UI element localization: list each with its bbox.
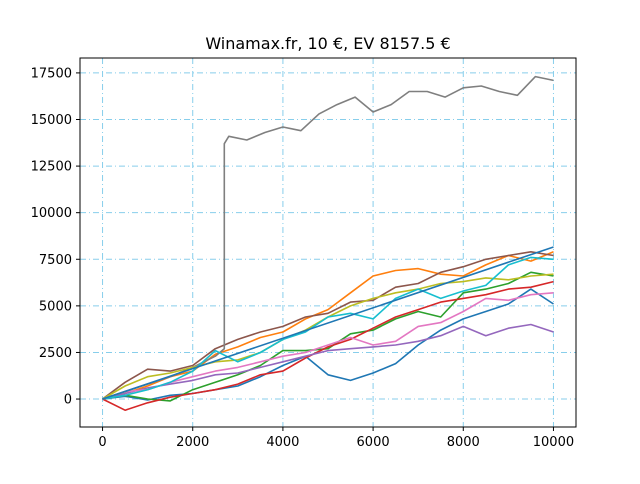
x-tick-label-2: 4000	[266, 435, 299, 450]
series-line-2	[102, 271, 554, 402]
series-line-4	[102, 323, 554, 400]
series-lines	[102, 75, 554, 412]
y-axis-ticks: 0 2500 5000 7500 10000 12500 15000 17500	[31, 66, 80, 408]
y-tick-label-1: 2500	[39, 346, 72, 361]
series-line-10	[102, 246, 554, 400]
y-tick-label-5: 12500	[31, 160, 72, 175]
y-tick-label-3: 7500	[39, 253, 72, 268]
chart-title: Winamax.fr, 10 €, EV 8157.5 €	[205, 34, 450, 53]
x-tick-label-0: 0	[98, 435, 106, 450]
x-tick-label-5: 10000	[533, 435, 574, 450]
series-line-6	[102, 292, 554, 400]
series-line-5	[102, 251, 554, 400]
series-line-3	[102, 280, 554, 412]
x-tick-label-4: 8000	[447, 435, 480, 450]
series-line-0	[102, 288, 554, 401]
series-line-9	[102, 256, 554, 400]
y-tick-label-7: 17500	[31, 66, 72, 81]
y-tick-label-6: 15000	[31, 113, 72, 128]
x-axis-ticks: 0 2000 4000 6000 8000 10000	[98, 427, 574, 450]
x-tick-label-3: 6000	[357, 435, 390, 450]
y-tick-label-0: 0	[64, 393, 72, 408]
y-tick-label-4: 10000	[31, 206, 72, 221]
x-tick-label-1: 2000	[176, 435, 209, 450]
plot-frame	[79, 57, 577, 428]
y-tick-label-2: 5000	[39, 299, 72, 314]
series-line-1	[102, 251, 554, 400]
